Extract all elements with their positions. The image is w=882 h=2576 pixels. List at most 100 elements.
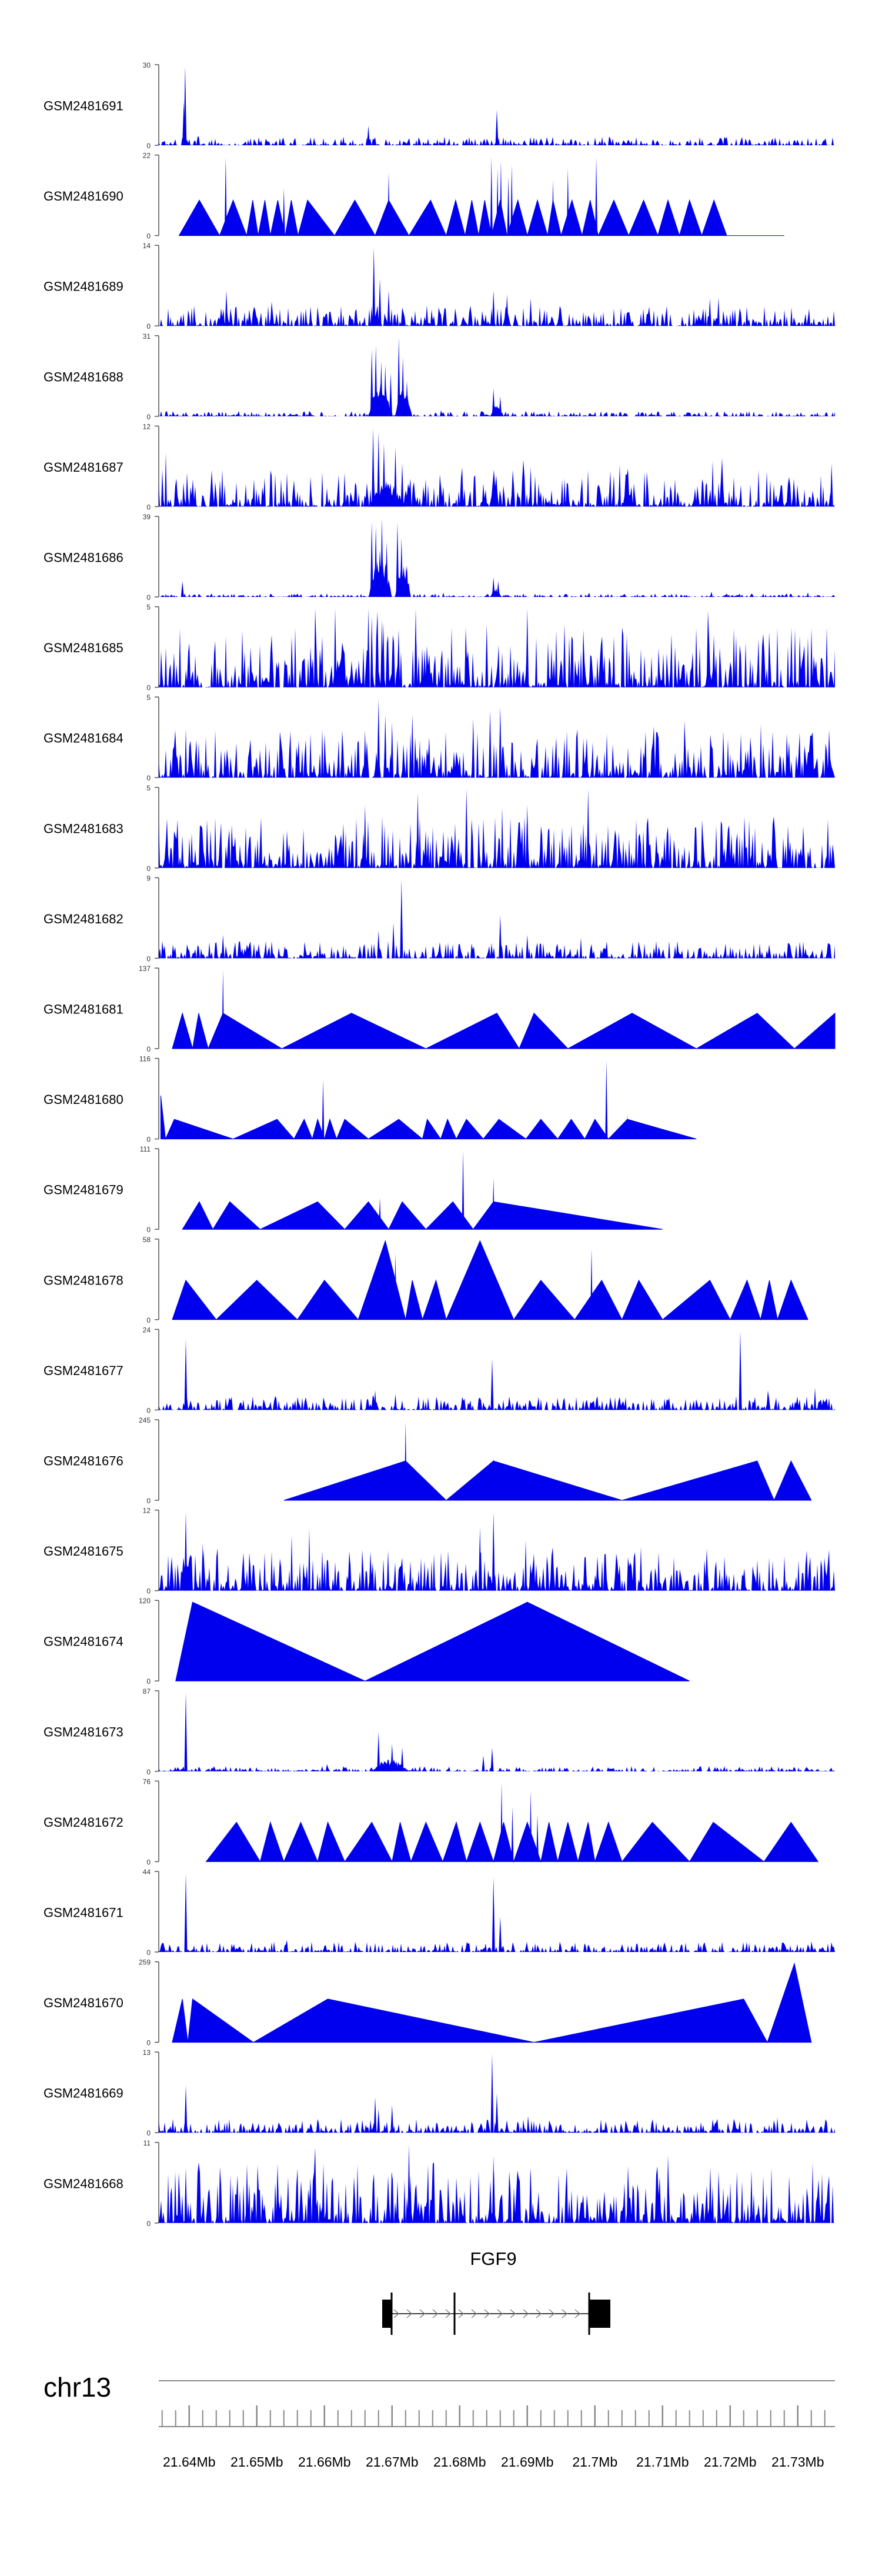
coverage-peak — [489, 710, 492, 778]
coverage-peak — [379, 361, 383, 416]
track-label: GSM2481690 — [44, 189, 123, 203]
coverage-peak — [370, 616, 373, 688]
y-min-label: 0 — [146, 774, 151, 782]
coverage-peak — [390, 722, 394, 778]
axis-tick-label: 21.71Mb — [636, 2454, 689, 2470]
coverage-spike — [462, 1150, 465, 1230]
coverage-peak — [490, 2054, 494, 2133]
coverage-peak — [529, 2168, 532, 2223]
track-GSM2481688: GSM2481688 31 0 — [44, 332, 835, 421]
coverage-spike — [282, 188, 285, 236]
coverage-peak — [586, 789, 590, 868]
y-min-label: 0 — [146, 955, 151, 963]
coverage-peak — [400, 463, 404, 507]
strand-arrow-icon — [574, 2309, 580, 2318]
coverage-peak — [370, 522, 373, 597]
coverage-peak — [383, 365, 387, 416]
y-max-label: 76 — [143, 1777, 151, 1786]
track-GSM2481668: GSM2481668 11 0 — [44, 2139, 835, 2228]
track-GSM2481676: GSM2481676 245 0 — [44, 1416, 812, 1505]
strand-arrow-icon — [458, 2309, 464, 2318]
coverage-peak — [372, 428, 375, 507]
coverage-peak — [400, 538, 403, 597]
y-max-label: 13 — [143, 2048, 151, 2057]
coverage-area — [178, 199, 784, 237]
coverage-hump — [372, 1759, 409, 1771]
coverage-peak — [499, 1916, 502, 1952]
coverage-spike — [496, 168, 499, 236]
y-min-label: 0 — [146, 503, 151, 511]
coverage-peak — [184, 2168, 188, 2223]
coverage-peak — [708, 298, 711, 326]
track-label: GSM2481672 — [44, 1815, 123, 1830]
coverage-peak — [492, 388, 495, 416]
track-GSM2481682: GSM2481682 9 0 — [44, 874, 835, 963]
coverage-peak — [499, 915, 502, 959]
y-max-label: 14 — [143, 242, 151, 250]
strand-arrow-icon — [536, 2309, 542, 2318]
coverage-peak — [184, 1511, 188, 1591]
coverage-area — [159, 2147, 835, 2223]
track-GSM2481675: GSM2481675 12 0 — [44, 1507, 835, 1596]
track-label: GSM2481689 — [44, 279, 123, 294]
coverage-spike — [529, 1790, 532, 1862]
coverage-peak — [390, 2105, 394, 2133]
gene-exon — [382, 2300, 392, 2328]
coverage-peak — [377, 930, 380, 959]
coverage-peak — [830, 463, 833, 507]
coverage-peak — [735, 2171, 739, 2223]
coverage-peak — [373, 1390, 377, 1410]
coverage-peak — [478, 1527, 482, 1591]
track-label: GSM2481675 — [44, 1544, 123, 1559]
coverage-peak — [499, 396, 502, 416]
track-GSM2481684: GSM2481684 5 0 — [44, 693, 835, 782]
coverage-spike — [224, 156, 227, 236]
coverage-area — [159, 1387, 835, 1410]
coverage-peak — [739, 1331, 742, 1410]
y-max-label: 11 — [143, 2139, 151, 2147]
coverage-peak — [385, 542, 389, 597]
axis-tick-label: 21.7Mb — [572, 2454, 617, 2470]
coverage-peak — [390, 1743, 394, 1771]
coverage-area — [159, 720, 835, 778]
strand-arrow-icon — [549, 2309, 554, 2318]
track-GSM2481673: GSM2481673 87 0 — [44, 1687, 835, 1776]
y-max-label: 259 — [139, 1958, 151, 1967]
track-GSM2481680: GSM2481680 116 0 — [44, 1055, 697, 1144]
track-GSM2481669: GSM2481669 13 0 — [44, 2048, 835, 2137]
y-max-label: 22 — [143, 152, 151, 160]
y-min-label: 0 — [146, 232, 151, 241]
coverage-peak — [405, 565, 409, 597]
y-min-label: 0 — [146, 1677, 151, 1686]
coverage-spike — [387, 172, 390, 236]
track-GSM2481679: GSM2481679 111 0 — [44, 1145, 663, 1234]
coverage-area — [159, 297, 835, 326]
track-label: GSM2481668 — [44, 2176, 123, 2191]
coverage-peak — [394, 1394, 397, 1410]
coverage-peak — [526, 608, 529, 688]
coverage-area — [159, 453, 835, 507]
coverage-area — [175, 1601, 690, 1681]
coverage-peak — [405, 381, 409, 416]
coverage-spike — [510, 165, 513, 236]
coverage-peak — [372, 247, 376, 326]
y-min-label: 0 — [146, 1406, 151, 1414]
coverage-peak — [392, 923, 395, 959]
gene-annotation-track: FGF9 — [382, 2248, 610, 2335]
axis-tick-label: 21.65Mb — [230, 2454, 283, 2470]
axis-tick-label: 21.72Mb — [704, 2454, 757, 2470]
coverage-area — [159, 136, 835, 145]
strand-arrow-icon — [471, 2309, 477, 2318]
coverage-peak — [181, 581, 184, 597]
gene-name-label: FGF9 — [470, 2248, 516, 2269]
track-GSM2481681: GSM2481681 137 0 — [44, 965, 836, 1053]
coverage-spike — [626, 1115, 629, 1139]
y-max-label: 116 — [139, 1055, 151, 1063]
coverage-peak — [414, 608, 417, 688]
coverage-spike — [379, 1197, 382, 1230]
coverage-spike — [507, 176, 510, 236]
y-min-label: 0 — [146, 865, 151, 873]
coverage-peak — [401, 357, 405, 416]
coverage-peak — [400, 1747, 404, 1771]
track-label: GSM2481669 — [44, 2086, 123, 2101]
